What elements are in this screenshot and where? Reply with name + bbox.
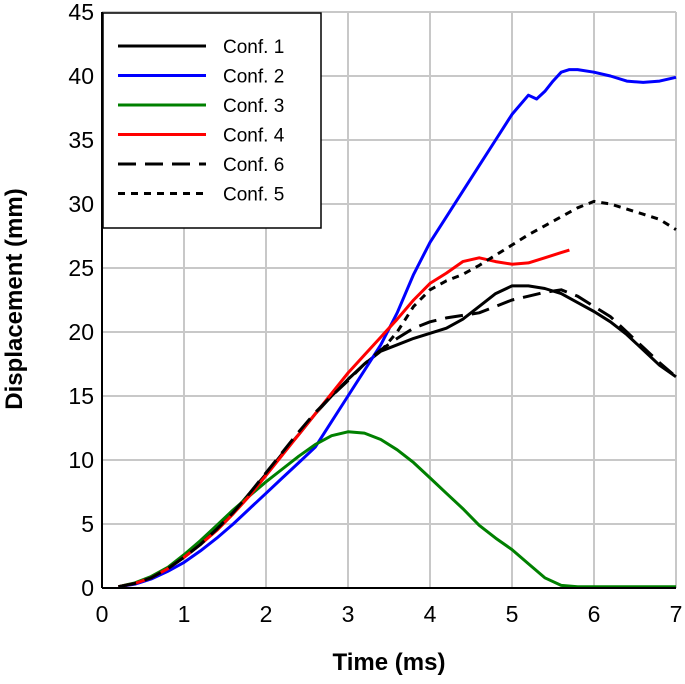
y-axis-title: Displacement (mm) (1, 188, 28, 409)
legend-label: Conf. 3 (223, 96, 284, 117)
x-tick-label: 0 (96, 601, 109, 627)
series-line-conf-3 (118, 430, 676, 589)
y-tick-label: 25 (68, 255, 94, 281)
y-tick-label: 30 (68, 191, 94, 217)
y-tick-label: 5 (81, 511, 94, 537)
legend-label: Conf. 5 (223, 185, 284, 206)
series-line-conf-2 (118, 68, 677, 589)
legend-label: Conf. 6 (223, 155, 284, 176)
y-tick-label: 15 (68, 383, 94, 409)
legend-label: Conf. 4 (223, 126, 285, 147)
legend-label: Conf. 2 (223, 67, 284, 88)
x-tick-label: 5 (506, 601, 519, 627)
series-line-conf-6 (118, 288, 677, 589)
y-tick-label: 0 (81, 575, 94, 601)
y-tick-label: 40 (68, 63, 94, 89)
y-tick-label: 20 (68, 319, 94, 345)
series-line-conf-5 (379, 199, 677, 353)
y-tick-label: 35 (68, 127, 94, 153)
series-layer (118, 68, 677, 589)
x-tick-label: 4 (424, 601, 437, 627)
y-tick-label: 10 (68, 447, 94, 473)
y-tick-label: 45 (68, 0, 94, 25)
x-tick-label: 6 (588, 601, 601, 627)
legend-label: Conf. 1 (223, 37, 284, 58)
legend: Conf. 1 Conf. 2 Conf. 3 Conf. 4 Conf. 6 Conf.… (102, 12, 322, 229)
x-tick-label: 7 (670, 601, 683, 627)
x-tick-label: 1 (178, 601, 191, 627)
series-line-conf-4 (118, 248, 570, 589)
x-tick-label: 3 (342, 601, 355, 627)
x-tick-label: 2 (260, 601, 273, 627)
x-axis-title: Time (ms) (333, 649, 446, 676)
legend-box (102, 12, 322, 229)
